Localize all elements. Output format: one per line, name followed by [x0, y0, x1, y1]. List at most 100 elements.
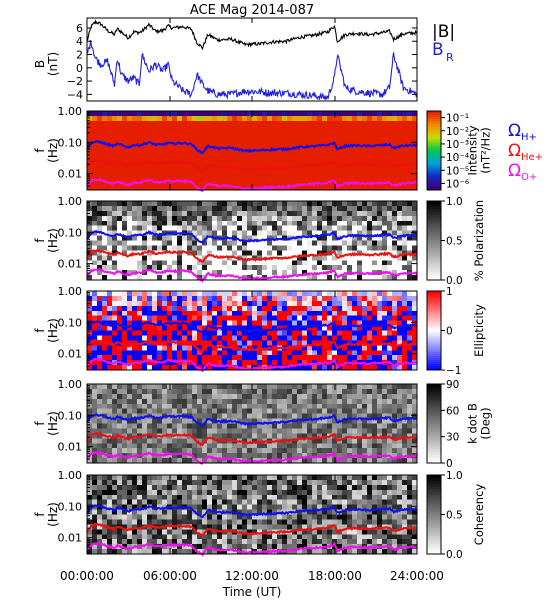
heatmap-cell: [152, 225, 158, 232]
heatmap-cell: [377, 220, 383, 227]
heatmap-cell: [217, 453, 223, 459]
heatmap-cell: [247, 201, 253, 207]
heatmap-cell: [327, 325, 333, 331]
heatmap-cell: [107, 489, 113, 496]
heatmap-cell: [107, 245, 113, 251]
gyro-line-he: [86, 338, 418, 354]
heatmap-cell: [222, 384, 228, 390]
heatmap-cell: [257, 230, 263, 236]
heatmap-cell: [302, 350, 308, 356]
heatmap-cell: [377, 393, 383, 400]
colorbar-step: [427, 330, 441, 333]
heatmap-cell: [92, 295, 98, 302]
heatmap-cell: [392, 345, 398, 351]
heatmap-cell: [307, 300, 313, 307]
heatmap-cell: [312, 408, 318, 415]
heatmap-cell: [97, 295, 103, 302]
heatmap-cell: [407, 484, 413, 491]
heatmap-cell: [172, 350, 178, 356]
heatmap-cell: [362, 155, 368, 161]
heatmap-cell: [162, 489, 168, 496]
heatmap-cell: [192, 120, 198, 127]
heatmap-cell: [317, 443, 323, 449]
heatmap-cell: [137, 393, 143, 400]
heatmap-cell: [252, 111, 258, 117]
heatmap-cell: [252, 325, 258, 331]
heatmap-cell: [247, 418, 253, 424]
heatmap-cell: [402, 291, 408, 297]
heatmap-cell: [232, 484, 238, 491]
heatmap-cell: [217, 489, 223, 496]
heatmap-cell: [152, 170, 158, 176]
heatmap-cell: [302, 413, 308, 419]
heatmap-cell: [92, 340, 98, 346]
heatmap-cell: [357, 428, 363, 434]
heatmap-cell: [227, 489, 233, 496]
heatmap-cell: [187, 215, 193, 222]
heatmap-cell: [192, 413, 198, 419]
heatmap-cell: [102, 260, 108, 266]
heatmap-cell: [112, 295, 118, 302]
heatmap-cell: [332, 295, 338, 302]
heatmap-cell: [217, 201, 223, 207]
heatmap-cell: [162, 484, 168, 491]
heatmap-cell: [127, 479, 133, 486]
heatmap-cell: [137, 250, 143, 256]
heatmap-cell: [327, 350, 333, 356]
heatmap-cell: [117, 365, 123, 371]
heatmap-cell: [147, 315, 153, 322]
heatmap-cell: [242, 175, 248, 181]
heatmap-cell: [242, 260, 248, 266]
colorbar-step: [427, 439, 441, 442]
heatmap-cell: [387, 265, 393, 271]
heatmap-cell: [87, 310, 93, 317]
heatmap-cell: [347, 408, 353, 415]
heatmap-cell: [192, 265, 198, 271]
heatmap-cell: [162, 245, 168, 251]
heatmap-cell: [352, 433, 358, 439]
heatmap-cell: [207, 330, 213, 336]
heatmap-cell: [247, 315, 253, 322]
heatmap-cell: [372, 330, 378, 336]
heatmap-cell: [122, 438, 128, 444]
heatmap-cell: [327, 300, 333, 307]
heatmap-cell: [87, 365, 93, 371]
heatmap-cell: [367, 388, 373, 395]
heatmap-cell: [262, 335, 268, 341]
heatmap-cell: [182, 458, 188, 464]
heatmap-cell: [342, 393, 348, 400]
heatmap-cell: [252, 230, 258, 236]
heatmap-cell: [152, 215, 158, 222]
heatmap-cell: [337, 185, 343, 191]
heatmap-cell: [267, 423, 273, 429]
heatmap-cell: [102, 443, 108, 449]
heatmap-cell: [122, 305, 128, 312]
heatmap-cell: [157, 393, 163, 400]
freq-axis-label: f: [33, 328, 47, 333]
heatmap-cell: [367, 155, 373, 161]
heatmap-cell: [102, 245, 108, 251]
heatmap-cell: [372, 245, 378, 251]
heatmap-cell: [192, 305, 198, 312]
heatmap-cell: [342, 448, 348, 454]
heatmap-cell: [92, 240, 98, 246]
heatmap-cell: [287, 180, 293, 186]
heatmap-cell: [287, 220, 293, 227]
heatmap-cell: [312, 335, 318, 341]
heatmap-cell: [247, 443, 253, 449]
heatmap-cell: [217, 265, 223, 271]
heatmap-cell: [127, 330, 133, 336]
heatmap-cell: [282, 130, 288, 137]
heatmap-cell: [217, 125, 223, 132]
colorbar-step: [427, 350, 441, 353]
heatmap-cell: [397, 220, 403, 227]
heatmap-cell: [197, 413, 203, 419]
heatmap-cell: [302, 205, 308, 212]
heatmap-cell: [407, 355, 413, 361]
heatmap-cell: [222, 330, 228, 336]
heatmap-cell: [197, 345, 203, 351]
colorbar-step: [427, 258, 441, 261]
heatmap-cell: [387, 403, 393, 410]
heatmap-cell: [92, 458, 98, 464]
heatmap-cell: [312, 494, 318, 501]
